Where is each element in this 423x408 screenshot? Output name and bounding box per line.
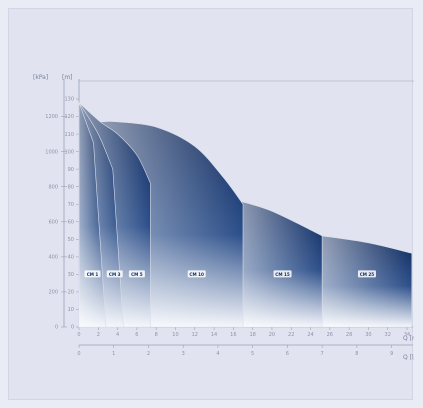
range-label-cm-3: CM 3 [109,272,121,277]
chart-frame: [kPa][m]Q [m³/h]Q [l/s]01020304050607080… [8,8,414,400]
head-tick-label: 20 [68,290,74,296]
flow-ls-tick-label: 2 [147,351,150,357]
flow-m3h-tick-label: 6 [135,332,138,338]
range-label-box [106,270,123,278]
range-label-cm-1: CM 1 [87,272,99,277]
range-label-box [128,270,145,278]
flow-m3h-tick-label: 4 [116,332,119,338]
flow-ls-tick-label: 7 [321,351,324,357]
head-tick-label: 0 [71,325,74,331]
flow-ls-tick-label: 1 [112,351,115,357]
pressure-tick-label: 1000 [45,149,58,155]
head-unit-label: [m] [62,74,73,81]
head-tick-label: 90 [68,167,74,173]
range-label-box [84,270,101,278]
pressure-unit-label: [kPa] [33,74,48,81]
range-label-cm-25: CM 25 [360,272,375,277]
pressure-tick-label: 0 [55,325,58,331]
range-label-box [187,270,206,278]
flow-m3h-tick-label: 16 [230,332,236,338]
flow-m3h-tick-label: 10 [172,332,178,338]
flow-ls-tick-label: 9 [390,351,393,357]
flow-ls-tick-label: 8 [355,351,358,357]
flow-m3h-tick-label: 20 [269,332,275,338]
head-tick-label: 80 [68,184,74,190]
head-tick-label: 60 [68,219,74,225]
area-highlight-cm-15 [238,200,323,327]
pressure-tick-label: 800 [48,184,58,190]
pressure-tick-label: 1200 [45,114,58,120]
flow-m3h-unit-label: Q [m³/h] [403,335,414,342]
range-label-cm-15: CM 15 [275,272,290,277]
flow-m3h-tick-label: 28 [346,332,352,338]
flow-ls-unit-label: Q [l/s] [403,354,414,361]
performance-range-chart: [kPa][m]Q [m³/h]Q [l/s]01020304050607080… [33,74,414,361]
flow-m3h-tick-label: 2 [97,332,100,338]
head-tick-label: 30 [68,272,74,278]
head-tick-label: 100 [64,149,74,155]
flow-m3h-tick-label: 24 [307,332,313,338]
flow-m3h-tick-label: 12 [192,332,198,338]
head-tick-label: 120 [64,114,74,120]
flow-ls-tick-label: 0 [77,351,80,357]
range-label-group: CM 1 CM 3 CM 5 CM 10 CM 15 CM 25 [84,270,376,278]
head-tick-label: 70 [68,202,74,208]
pressure-tick-label: 200 [48,290,58,296]
head-tick-label: 40 [68,255,74,261]
head-tick-label: 50 [68,237,74,243]
pressure-tick-label: 600 [48,219,58,225]
flow-m3h-tick-label: 32 [385,332,391,338]
flow-m3h-tick-label: 8 [155,332,158,338]
range-label-box [273,270,292,278]
flow-ls-tick-label: 5 [251,351,254,357]
range-label-box [357,270,376,278]
area-highlight-cm-25 [322,235,412,327]
flow-ls-tick-label: 4 [216,351,219,357]
head-tick-label: 110 [64,132,74,138]
flow-m3h-tick-label: 30 [365,332,371,338]
pressure-tick-label: 400 [48,255,58,261]
head-tick-label: 10 [68,307,74,313]
flow-ls-tick-label: 3 [182,351,185,357]
flow-m3h-tick-label: 26 [327,332,333,338]
head-tick-label: 130 [64,97,74,103]
flow-m3h-tick-label: 22 [288,332,294,338]
flow-m3h-tick-label: 0 [77,332,80,338]
range-label-cm-10: CM 10 [189,272,204,277]
flow-m3h-tick-label: 14 [211,332,217,338]
flow-m3h-tick-label: 18 [249,332,255,338]
flow-m3h-tick-label: 34 [404,332,410,338]
flow-ls-tick-label: 6 [286,351,289,357]
range-label-cm-5: CM 5 [131,272,143,277]
area-series-group [78,101,413,328]
